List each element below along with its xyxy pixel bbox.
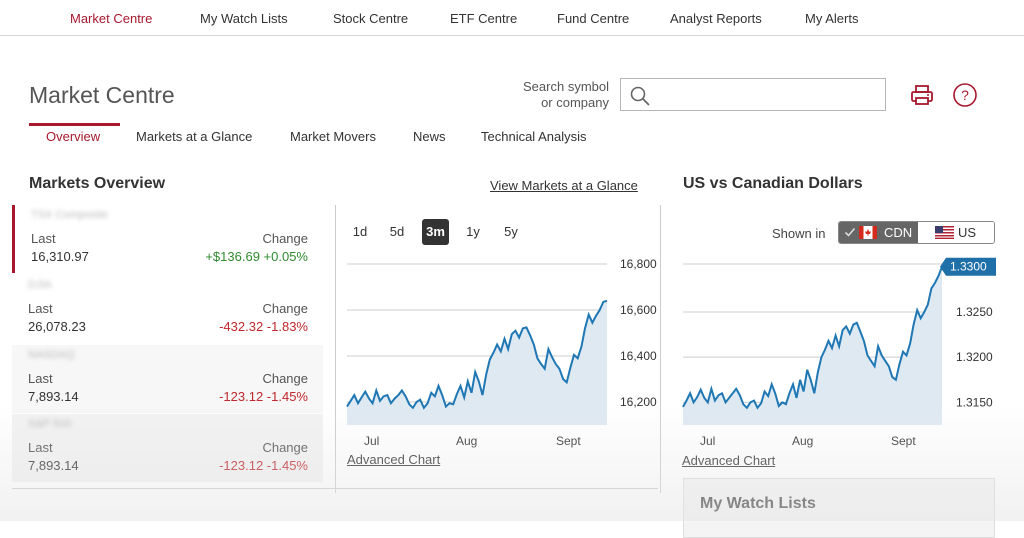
svg-text:?: ? — [961, 87, 969, 103]
canada-flag-icon — [859, 226, 877, 239]
currency-label-us: US — [958, 225, 977, 240]
topnav-analyst-reports[interactable]: Analyst Reports — [670, 11, 762, 26]
index-last-value: 16,310.97 — [31, 249, 89, 264]
range-5y[interactable]: 5y — [504, 224, 518, 239]
current-value-label: 1.3300 — [950, 260, 987, 274]
x-tick-label: Sept — [891, 434, 916, 448]
x-tick-label: Aug — [456, 434, 477, 448]
series-line — [682, 266, 943, 410]
change-label: Change — [262, 371, 308, 386]
search-box[interactable] — [620, 78, 886, 111]
view-markets-link[interactable]: View Markets at a Glance — [490, 178, 638, 193]
range-1y[interactable]: 1y — [466, 224, 480, 239]
y-tick-label: 16,800 — [620, 257, 657, 271]
tab-markets-at-a-glance[interactable]: Markets at a Glance — [136, 129, 253, 144]
index-name: TSX Composite — [31, 209, 109, 221]
help-icon[interactable]: ? — [952, 82, 978, 108]
current-value-bg — [940, 257, 996, 276]
x-tick-label: Aug — [792, 434, 813, 448]
index-card-sp500[interactable]: S&P 500 Last Change 7,893.14 -123.12 -1.… — [12, 414, 323, 482]
active-tab-indicator — [29, 123, 120, 126]
index-card-nasdaq[interactable]: NASDAQ Last Change 7,893.14 -123.12 -1.4… — [12, 345, 323, 413]
currency-toggle: CDN US — [838, 221, 995, 244]
last-label: Last — [28, 440, 53, 455]
index-name: NASDAQ — [28, 349, 75, 361]
my-watch-lists-panel: My Watch Lists — [683, 478, 995, 538]
change-label: Change — [262, 301, 308, 316]
topnav-etf-centre[interactable]: ETF Centre — [450, 11, 518, 26]
change-label: Change — [262, 440, 308, 455]
index-last-value: 7,893.14 — [28, 389, 79, 404]
range-3m[interactable]: 3m — [422, 219, 449, 245]
bottom-divider — [12, 488, 658, 489]
fx-advanced-chart-link[interactable]: Advanced Chart — [682, 453, 776, 468]
currency-option-cdn[interactable]: CDN — [839, 222, 918, 243]
tab-news[interactable]: News — [413, 129, 446, 144]
tab-technical-analysis[interactable]: Technical Analysis — [481, 129, 587, 144]
markets-line-chart: 16,200 16,400 16,600 16,800 Jul Aug Sept — [346, 257, 657, 448]
checkmark-icon — [844, 227, 856, 237]
series-line — [346, 299, 608, 410]
range-1d[interactable]: 1d — [352, 224, 368, 239]
currency-label-cdn: CDN — [884, 225, 913, 240]
search-label-line1: Search symbol — [523, 79, 609, 94]
y-tick-label: 16,200 — [620, 395, 657, 409]
tab-market-movers[interactable]: Market Movers — [290, 129, 376, 144]
index-change: -432.32 -1.83% — [219, 319, 308, 334]
topnav-my-alerts[interactable]: My Alerts — [805, 11, 859, 26]
us-flag-icon — [935, 226, 954, 239]
watch-lists-title: My Watch Lists — [700, 495, 816, 512]
current-value-tag: 1.3300 — [940, 257, 996, 276]
search-icon — [630, 86, 650, 106]
y-tick-label: 16,600 — [620, 303, 657, 317]
column-divider — [660, 205, 661, 493]
last-label: Last — [28, 371, 53, 386]
shown-in-label: Shown in — [772, 226, 826, 241]
top-navigation: Market Centre My Watch Lists Stock Centr… — [0, 0, 1024, 36]
index-last-value: 26,078.23 — [28, 319, 86, 334]
currency-option-us[interactable]: US — [918, 222, 994, 243]
y-tick-label: 1.3200 — [956, 350, 993, 364]
print-icon[interactable] — [909, 82, 935, 108]
change-label: Change — [262, 231, 308, 246]
column-divider — [335, 205, 336, 493]
advanced-chart-link[interactable]: Advanced Chart — [347, 452, 441, 467]
range-5d[interactable]: 5d — [389, 224, 405, 239]
search-label-line2: or company — [541, 95, 609, 110]
search-input[interactable] — [657, 83, 877, 107]
tab-overview[interactable]: Overview — [46, 129, 101, 144]
index-change: -123.12 -1.45% — [219, 458, 308, 473]
area-fill — [683, 266, 942, 425]
page-title: Market Centre — [29, 82, 175, 108]
markets-overview-title: Markets Overview — [29, 175, 166, 192]
x-tick-label: Sept — [556, 434, 581, 448]
index-change: -123.12 -1.45% — [219, 389, 308, 404]
y-tick-label: 1.3250 — [956, 305, 993, 319]
index-change: +$136.69 +0.05% — [205, 249, 308, 264]
topnav-fund-centre[interactable]: Fund Centre — [557, 11, 630, 26]
index-name: S&P 500 — [28, 418, 72, 430]
search-label: Search symbol or company — [500, 79, 609, 111]
y-tick-label: 1.3150 — [956, 395, 993, 409]
index-name: DJIA — [28, 279, 52, 291]
index-card-djia[interactable]: DJIA Last Change 26,078.23 -432.32 -1.83… — [12, 275, 323, 343]
y-tick-label: 16,400 — [620, 349, 657, 363]
index-last-value: 7,893.14 — [28, 458, 79, 473]
topnav-market-centre[interactable]: Market Centre — [70, 11, 153, 26]
last-label: Last — [28, 301, 53, 316]
last-label: Last — [31, 231, 56, 246]
topnav-my-watch-lists[interactable]: My Watch Lists — [200, 11, 288, 26]
x-tick-label: Jul — [364, 434, 379, 448]
index-card-tsx[interactable]: TSX Composite Last Change 16,310.97 +$13… — [12, 205, 323, 273]
x-tick-label: Jul — [700, 434, 715, 448]
fx-title: US vs Canadian Dollars — [683, 175, 863, 192]
area-fill — [347, 300, 607, 425]
topnav-stock-centre[interactable]: Stock Centre — [333, 11, 409, 26]
